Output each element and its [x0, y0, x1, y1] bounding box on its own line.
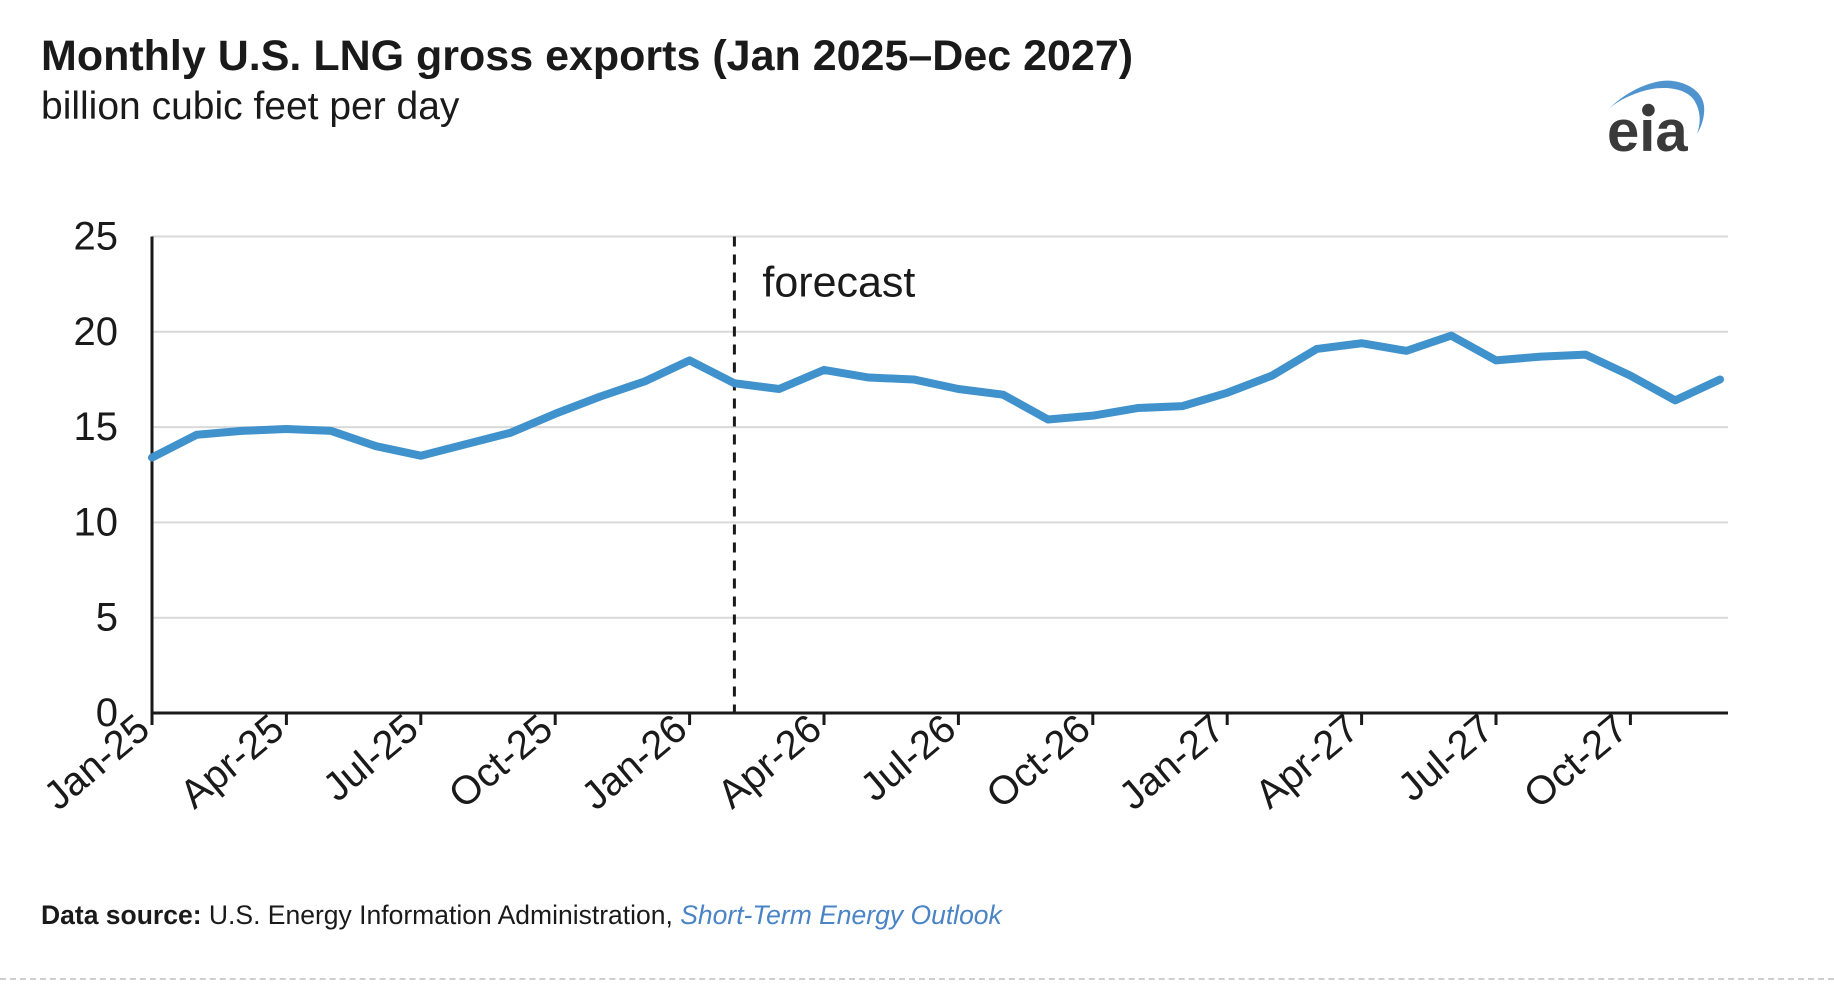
svg-text:Apr-26: Apr-26 — [710, 706, 830, 817]
svg-text:Oct-25: Oct-25 — [441, 706, 561, 817]
svg-text:forecast: forecast — [762, 259, 915, 307]
svg-text:Jul-27: Jul-27 — [1390, 706, 1502, 810]
svg-text:Jul-25: Jul-25 — [315, 706, 427, 810]
svg-text:Apr-25: Apr-25 — [172, 706, 292, 817]
svg-text:Oct-27: Oct-27 — [1516, 706, 1636, 817]
svg-text:20: 20 — [74, 310, 119, 354]
svg-text:10: 10 — [74, 500, 119, 544]
svg-text:Apr-27: Apr-27 — [1247, 706, 1367, 817]
svg-text:25: 25 — [74, 215, 119, 259]
svg-text:5: 5 — [96, 596, 118, 640]
svg-text:Jul-26: Jul-26 — [852, 706, 964, 810]
svg-text:Oct-26: Oct-26 — [978, 706, 1098, 817]
svg-text:Jan-27: Jan-27 — [1111, 706, 1233, 818]
svg-text:Jan-26: Jan-26 — [573, 706, 695, 818]
svg-text:15: 15 — [74, 405, 119, 449]
